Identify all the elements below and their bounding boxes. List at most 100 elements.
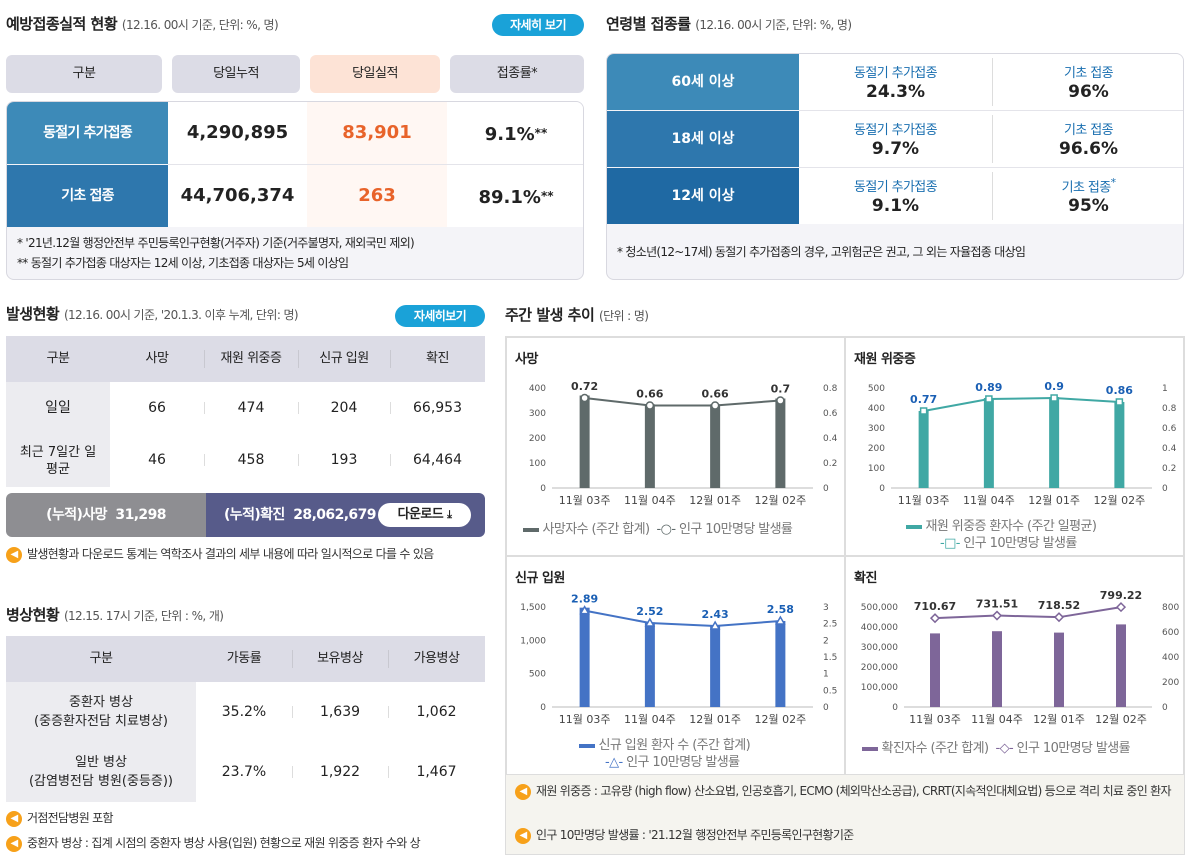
col-divider: [992, 172, 993, 220]
line-point: [1115, 602, 1127, 613]
x-tick-label: 12월 02주: [755, 494, 807, 507]
y-tick-label: 200,000: [861, 663, 898, 673]
line-point: [1050, 394, 1058, 402]
legend-line-label: 인구 10만명당 발생률: [1016, 741, 1131, 756]
y-tick-label: 400: [529, 384, 546, 394]
y2-tick-label: 2.5: [823, 620, 837, 630]
y-tick-label: 0: [892, 703, 898, 713]
y-tick-label: 1,000: [520, 636, 546, 646]
cum-confirmed-value: 28,062,679: [293, 507, 376, 523]
weekly-subtitle: (단위 : 명): [598, 309, 649, 323]
chart-title-death: 사망: [515, 352, 538, 367]
x-tick-label: 12월 02주: [755, 713, 807, 726]
age-12-booster-value: 9.1%: [871, 196, 920, 216]
outbreak-week-severe: 458: [204, 434, 298, 487]
line-point: [776, 396, 785, 405]
chart-legend-death: 사망자수 (주간 합계) -○- 인구 10만명당 발생률: [523, 518, 793, 537]
legend-line-label: 인구 10만명당 발생률: [626, 755, 740, 770]
y-tick-label: 500: [868, 384, 885, 394]
beds-header-owned: 보유병상: [317, 651, 363, 666]
x-tick-label: 12월 01주: [689, 494, 741, 507]
y2-tick-label: 0: [1162, 703, 1168, 713]
outbreak-header-severe: 재원 위중증: [220, 351, 282, 366]
bar: [1054, 632, 1064, 707]
cum-death-label: (누적)사망: [46, 507, 107, 523]
cum-confirmed-label: (누적)확진: [224, 507, 285, 523]
beds-general-owned: 1,922: [292, 742, 388, 802]
outbreak-more-button[interactable]: 자세히보기: [395, 305, 485, 327]
chart-panel-severe: 재원 위중증 0 100 200 300 400 500 0 0.2 0.4 0.6 0.8 1 11월…: [845, 337, 1184, 556]
vaccine-booster-rate-value: 9.1%: [484, 124, 535, 145]
data-label: 0.77: [910, 393, 937, 406]
weekly-note-1: ◀ 재원 위중증 : 고유량 (high flow) 산소요법, 인공호흡기, E…: [515, 783, 1175, 800]
line-point: [579, 605, 590, 615]
line-point: [709, 620, 721, 630]
vaccine-more-button[interactable]: 자세히 보기: [492, 14, 584, 36]
y2-tick-label: 0.4: [1162, 444, 1177, 454]
data-label: 0.89: [975, 381, 1002, 394]
age-18-basic: 기초 접종 96.6%: [992, 111, 1183, 167]
outbreak-header-death: 사망: [145, 351, 169, 366]
y2-tick-label: 0.2: [1162, 464, 1176, 474]
age-12-basic-label: 기초 접종: [1061, 180, 1112, 196]
data-label: 799.22: [1100, 589, 1142, 602]
x-tick-label: 12월 01주: [1033, 713, 1085, 726]
outbreak-title-text: 발생현황: [6, 305, 60, 323]
col-divider: [992, 115, 993, 163]
legend-bar-swatch: [579, 743, 595, 748]
line-point: [985, 395, 993, 403]
outbreak-row-daily-label: 일일: [6, 382, 110, 434]
age-60-basic: 기초 접종 96%: [992, 54, 1183, 110]
outbreak-notice: ◀ 발생현황과 다운로드 통계는 역학조사 결과의 세부 내용에 따라 일시적으로…: [6, 546, 486, 563]
y2-tick-label: 0.5: [823, 686, 837, 696]
y-tick-label: 200: [529, 434, 546, 444]
y2-tick-label: 400: [1162, 653, 1179, 663]
line-point: [580, 393, 589, 403]
y-tick-label: 300: [868, 424, 885, 434]
vaccine-note-1: * '21년.12월 행정안전부 주민등록인구현황(거주자) 기준(거주불명자,…: [17, 236, 415, 250]
y-tick-label: 500,000: [861, 603, 898, 613]
y2-tick-label: 0.8: [1162, 404, 1177, 414]
x-tick-label: 12월 02주: [1095, 713, 1147, 726]
chart-legend-severe: 재원 위중증 환자수 (주간 일평균) -□- 인구 10만명당 발생률: [906, 518, 1097, 552]
age-12-basic-value: 95%: [1068, 196, 1109, 217]
bar: [775, 621, 786, 707]
col-divider: [298, 350, 299, 368]
y2-tick-label: 3: [823, 603, 829, 613]
col-divider: [204, 350, 205, 368]
data-label: 2.52: [636, 605, 663, 618]
x-tick-label: 12월 01주: [689, 713, 741, 726]
vaccine-subtitle: (12.16. 00시 기준, 단위: %, 명): [121, 18, 279, 32]
age-title-text: 연령별 접종률: [606, 15, 691, 33]
vaccine-basic-cumulative: 44,706,374: [168, 165, 307, 227]
cum-death-value: 31,298: [115, 507, 166, 523]
x-tick-label: 11월 04주: [971, 713, 1023, 726]
col-divider: [298, 402, 299, 414]
outbreak-table: 구분 사망 재원 위중증 신규 입원 확진 일일 66 474 204 66,9…: [6, 336, 485, 487]
bar: [644, 404, 655, 488]
beds-row-general-label: 일반 병상 (감염병전담 병원(중등증)): [6, 742, 196, 802]
weekly-title-text: 주간 발생 추이: [505, 306, 595, 324]
outbreak-daily-death: 66: [110, 382, 204, 434]
download-button[interactable]: 다운로드 ⤓: [378, 503, 471, 527]
y2-tick-label: 200: [1162, 678, 1179, 688]
beds-icu-available: 1,062: [388, 682, 485, 742]
bar: [930, 633, 940, 707]
vaccine-basic-rate-value: 89.1%: [478, 187, 541, 208]
outbreak-row-week-label: 최근 7일간 일평균: [6, 434, 110, 487]
row-divider: [799, 167, 1183, 168]
data-label: 2.43: [702, 608, 729, 621]
y-tick-label: 200: [868, 444, 885, 454]
data-label: 0.66: [702, 388, 729, 401]
x-tick-label: 12월 02주: [1094, 494, 1146, 507]
age-row-12-label: 12세 이상: [607, 168, 799, 224]
chart-death: 0 100 200 300 400 0 0.2 0.4 0.6 0.8 11월 03주 11월 04주…: [529, 380, 838, 507]
y-tick-label: 500: [529, 670, 546, 680]
legend-bar-label: 확진자수 (주간 합계): [881, 741, 989, 756]
chart-title-severe: 재원 위중증: [854, 352, 916, 367]
line-point: [919, 407, 928, 415]
col-divider: [388, 706, 389, 718]
legend-line-label: 인구 10만명당 발생률: [963, 536, 1077, 551]
line-point: [645, 401, 655, 410]
age-18-basic-value: 96.6%: [1059, 139, 1118, 159]
